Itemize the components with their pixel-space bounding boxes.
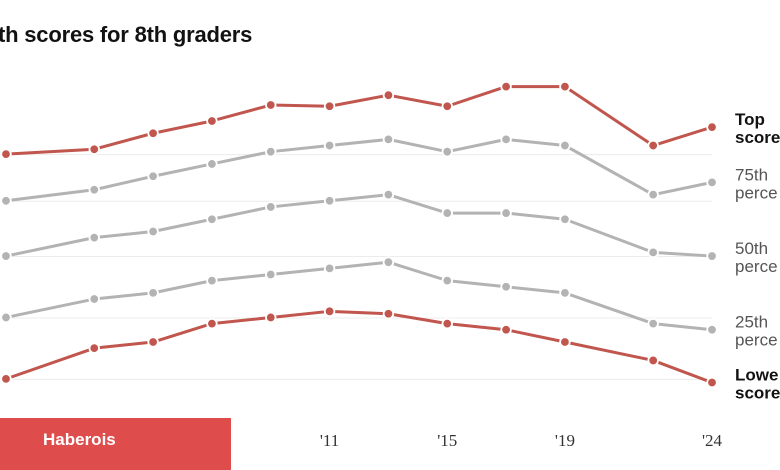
point-p75-2009 [265, 145, 277, 158]
series-label-lowest-line1: Lowe [735, 366, 778, 385]
point-p50-2011 [323, 195, 336, 207]
series-label-top-line2: score [735, 128, 780, 147]
point-p25-2007 [206, 274, 218, 287]
point-p50-2003 [88, 231, 100, 244]
point-lowest-2011 [323, 305, 336, 318]
point-lowest-2015 [441, 317, 453, 330]
point-top-2019 [559, 80, 571, 93]
point-p75-2003 [88, 184, 100, 196]
point-p50-2015 [441, 207, 453, 219]
point-lowest-2024 [706, 376, 718, 389]
point-p75-2013 [382, 133, 395, 146]
point-p25-2000 [0, 311, 12, 324]
point-lowest-2022 [647, 354, 659, 367]
series-line-p75 [4, 137, 714, 203]
x-tick-label-11: '11 [320, 431, 339, 450]
point-p25-2009 [265, 268, 277, 281]
point-p50-2000 [0, 250, 12, 262]
point-p25-2005 [147, 287, 159, 299]
point-p25-2019 [559, 287, 571, 299]
point-top-2022 [647, 139, 659, 152]
point-top-2009 [265, 99, 277, 111]
point-top-2017 [500, 80, 512, 93]
point-top-2013 [382, 89, 395, 101]
point-lowest-2005 [147, 336, 159, 348]
point-lowest-2007 [206, 317, 218, 330]
point-p75-2022 [647, 188, 659, 201]
series-label-lowest-line2: score [735, 384, 780, 403]
point-p50-2019 [559, 213, 571, 225]
point-p75-2000 [0, 195, 12, 207]
point-p25-2017 [500, 281, 512, 293]
point-lowest-2019 [559, 336, 571, 348]
point-top-2005 [147, 127, 159, 139]
series-label-p25-line1: 25th [735, 313, 768, 332]
series-label-p50-line2: perce [735, 257, 778, 276]
point-p25-2024 [706, 324, 718, 336]
series-line-p50 [4, 193, 714, 258]
chart-title: th scores for 8th graders [0, 22, 253, 47]
point-p50-2013 [382, 188, 395, 201]
point-p50-2017 [500, 207, 512, 219]
point-p75-2017 [500, 133, 512, 146]
point-p75-2024 [706, 176, 718, 189]
series-label-p75-line2: perce [735, 183, 778, 202]
series-label-p75-line1: 75th [735, 165, 768, 184]
series-label-top-line1: Top [735, 110, 765, 129]
point-p75-2011 [323, 139, 336, 152]
series-label-p50-line1: 50th [735, 239, 768, 258]
point-lowest-2009 [265, 311, 277, 324]
point-top-2015 [441, 100, 453, 112]
point-p25-2015 [441, 274, 453, 287]
point-p50-2005 [147, 225, 159, 238]
point-lowest-2000 [0, 373, 12, 385]
x-tick-label-19: '19 [555, 431, 575, 450]
point-p75-2005 [147, 170, 159, 182]
point-p25-2013 [382, 256, 395, 268]
point-top-2003 [88, 143, 100, 155]
point-top-2024 [706, 121, 718, 133]
point-p50-2022 [647, 246, 659, 259]
point-lowest-2017 [500, 324, 512, 336]
point-p75-2007 [206, 158, 218, 170]
point-p25-2022 [647, 317, 659, 330]
point-p50-2009 [265, 201, 277, 213]
series-line-top [4, 85, 714, 156]
haberois-badge[interactable]: Haberois [0, 418, 231, 470]
series-line-lowest [4, 309, 714, 385]
point-top-2000 [0, 148, 12, 160]
point-p50-2007 [206, 213, 218, 225]
point-p75-2015 [441, 145, 453, 158]
series-label-p25-line2: perce [735, 331, 778, 350]
point-top-2007 [206, 115, 218, 127]
x-tick-label-24: '24 [702, 431, 723, 450]
point-p25-2003 [88, 293, 100, 305]
point-p50-2024 [706, 250, 718, 262]
point-top-2011 [323, 100, 336, 112]
point-lowest-2003 [88, 342, 100, 354]
series-line-p25 [4, 260, 714, 332]
point-p25-2011 [323, 262, 336, 275]
point-p75-2019 [559, 139, 571, 152]
x-tick-label-15: '15 [437, 431, 457, 450]
point-lowest-2013 [382, 308, 395, 320]
